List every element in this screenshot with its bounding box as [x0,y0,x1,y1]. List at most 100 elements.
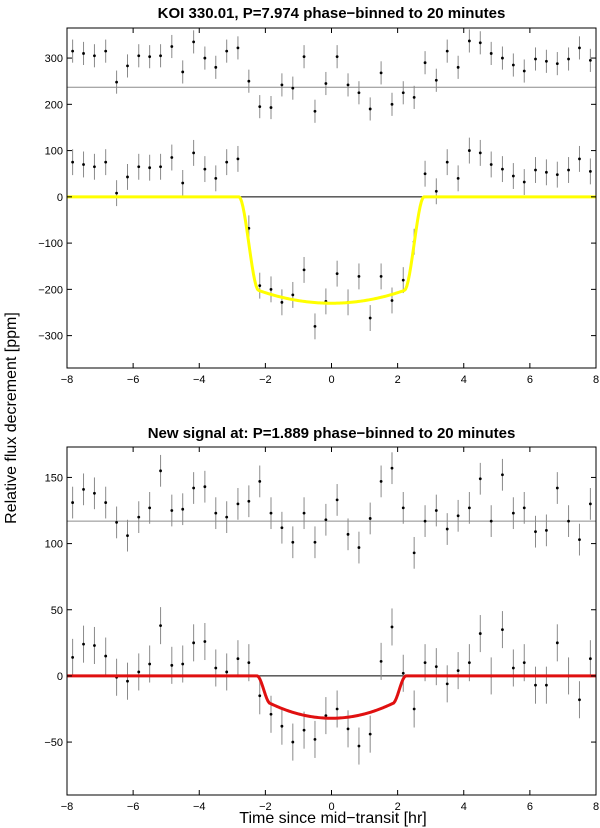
data-point [456,514,460,518]
data-point [445,527,449,531]
data-point [291,540,295,544]
data-point [247,499,251,503]
data-point [501,167,504,171]
data-point [148,55,152,59]
data-point [478,632,482,635]
data-point [567,168,570,172]
data-point [181,662,185,666]
data-point [71,160,75,164]
data-point [588,657,592,661]
data-point [379,71,383,75]
data-point [126,534,129,538]
chart-title: New signal at: P=1.889 phase−binned to 2… [148,425,516,442]
data-point [501,473,504,477]
data-point [423,661,427,665]
data-point [126,175,129,179]
data-point [104,501,108,504]
data-point [324,714,328,718]
data-point [236,657,240,661]
data-point [236,502,240,506]
data-point [555,641,559,645]
data-point [489,519,493,523]
data-point [368,316,372,320]
data-point [335,55,339,59]
data-point [313,324,317,328]
data-point [280,526,284,530]
data-point [324,518,328,522]
data-point [104,49,108,53]
x-tick-label: 6 [527,374,533,386]
x-tick-label: −6 [127,801,140,813]
data-point [434,509,438,512]
y-tick-label: 0 [57,671,63,683]
data-point [335,498,339,502]
data-point [115,191,118,195]
data-point [434,78,438,82]
data-point [280,724,284,728]
data-point [390,299,394,302]
data-point [555,62,559,66]
data-point [534,57,537,61]
data-point [401,671,405,675]
data-point [467,506,471,510]
transit-model-curve [67,195,596,305]
y-tick-label: 150 [45,472,63,484]
data-point [225,160,229,164]
data-point [357,275,361,278]
data-point [489,163,493,166]
data-point [258,694,262,698]
data-point [313,540,317,544]
data-point [181,70,185,74]
y-tick-label: 0 [57,192,63,204]
data-point [225,49,229,53]
data-point [302,728,306,732]
x-tick-label: 0 [328,374,334,386]
data-point [258,105,262,109]
data-point [291,293,295,297]
x-tick-label: −2 [259,801,272,813]
data-point [159,624,162,628]
x-tick-label: 2 [395,801,401,813]
data-point [390,466,394,470]
data-point [522,506,526,510]
data-point [434,189,438,193]
data-point [93,54,96,58]
data-point [181,507,185,511]
data-point [313,109,317,113]
x-tick-label: 8 [593,374,599,386]
y-axis-label: Relative flux decrement [ppm] [3,312,20,524]
data-point [258,480,262,483]
data-point [588,502,592,506]
x-tick-label: 8 [593,801,599,813]
data-point [115,521,118,524]
bottom-panel: New signal at: P=1.889 phase−binned to 2… [44,425,599,813]
y-tick-label: −100 [38,238,63,250]
data-point [269,287,273,291]
data-point [148,662,152,666]
x-tick-label: −2 [259,374,272,386]
data-point [522,69,526,73]
data-point [170,663,174,667]
data-point [192,151,196,155]
data-point [567,57,570,61]
data-point [423,519,427,523]
data-point [545,59,548,63]
data-point [346,532,350,536]
data-point [192,40,196,44]
data-point [423,61,427,65]
data-point [214,65,218,69]
data-point [522,180,526,184]
data-point [247,79,251,83]
data-point [258,284,262,288]
y-tick-label: 100 [45,539,63,551]
data-point [555,173,559,177]
data-point [390,625,394,629]
data-point [567,519,570,523]
data-point [588,170,592,173]
data-point [522,661,526,665]
data-point [401,91,405,95]
data-point [302,268,306,272]
data-point [225,515,229,519]
data-point [501,628,504,632]
data-point [159,54,162,58]
